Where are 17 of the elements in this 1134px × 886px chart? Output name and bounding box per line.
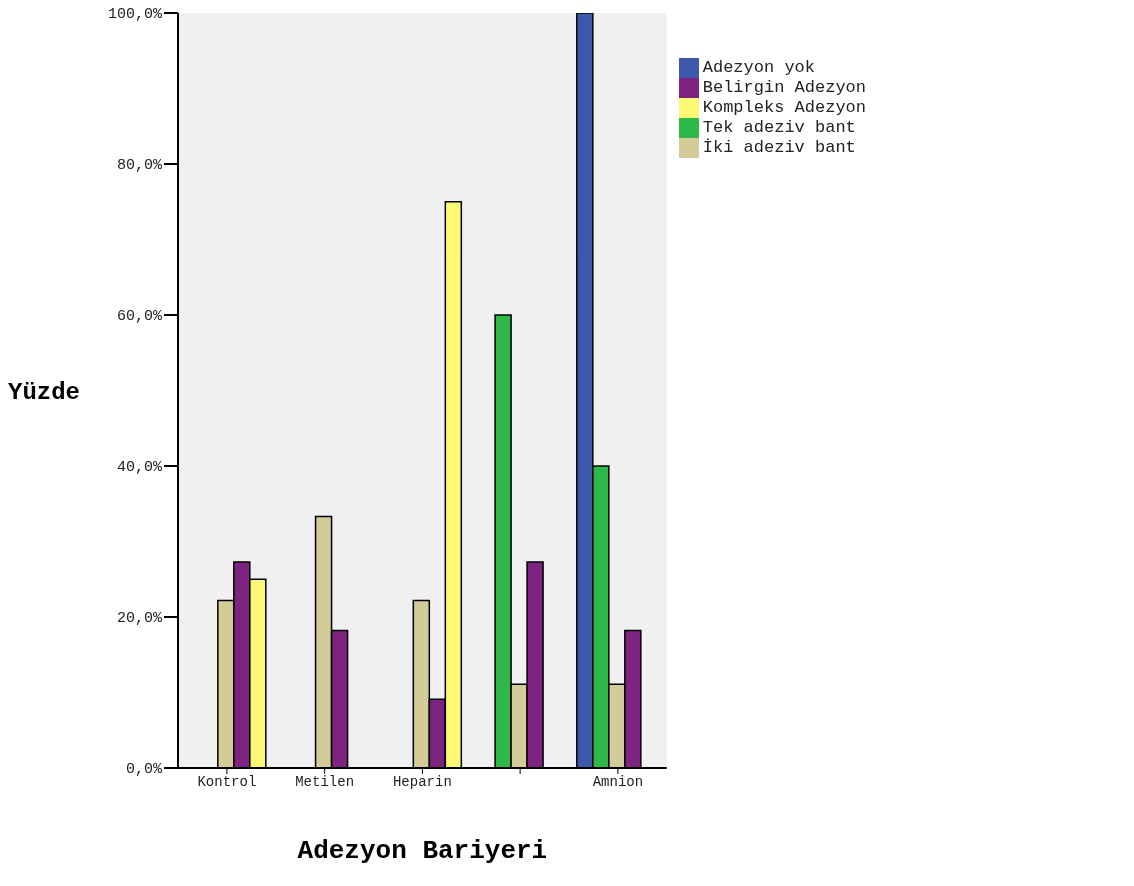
legend-label: Belirgin Adezyon	[702, 78, 866, 98]
y-tick-label: 40,0%	[116, 459, 163, 477]
legend-label: İki adeziv bant	[702, 138, 856, 158]
x-tick-label: Heparin	[392, 773, 452, 790]
x-tick-label: Kontrol	[197, 773, 257, 790]
y-tick-label: 60,0%	[116, 308, 163, 326]
y-tick-label: 0,0%	[125, 761, 163, 779]
x-tick-label: Amnion	[592, 773, 644, 790]
x-axis-title: Adezyon Bariyeri	[297, 836, 548, 866]
y-tick-label: 80,0%	[116, 157, 163, 175]
legend-label: Tek adeziv bant	[702, 118, 856, 138]
x-tick-label: Metilen	[295, 773, 355, 790]
y-tick-label: 20,0%	[116, 610, 163, 628]
legend-label: Kompleks Adezyon	[702, 98, 866, 118]
y-axis-title: Yüzde	[8, 379, 81, 407]
legend-label: Adezyon yok	[702, 58, 815, 78]
y-tick-label: 100,0%	[107, 6, 163, 24]
